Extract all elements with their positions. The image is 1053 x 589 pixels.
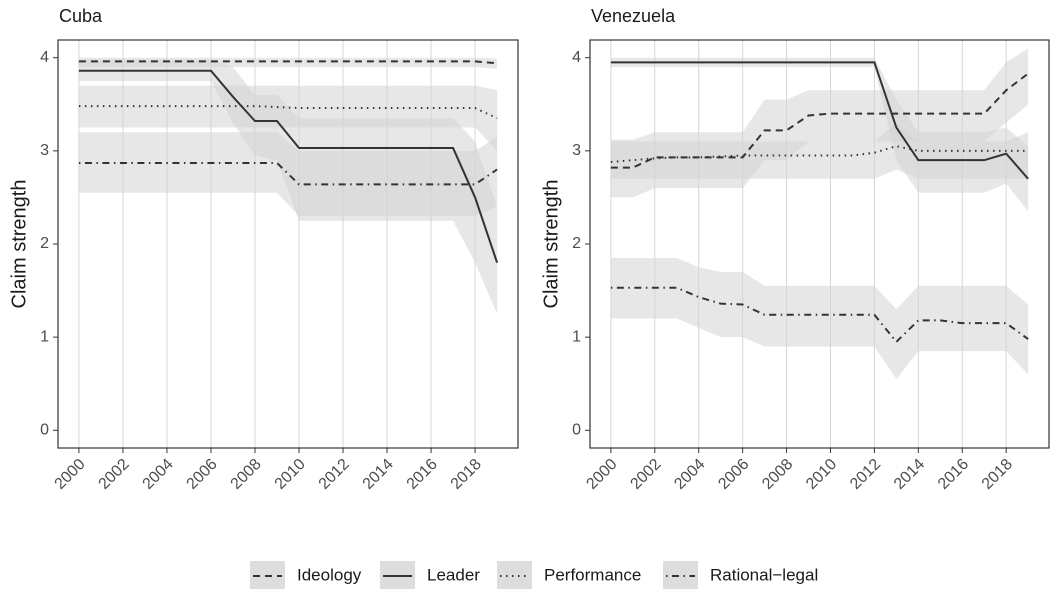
x-tick-label: 2016 bbox=[404, 456, 441, 493]
y-tick-label: 3 bbox=[40, 142, 49, 159]
legend-label: Rational−legal bbox=[710, 565, 818, 584]
y-axis-title: Claim strength bbox=[540, 180, 562, 309]
x-tick-label: 2016 bbox=[935, 456, 972, 493]
x-tick-label: 2000 bbox=[583, 456, 620, 493]
y-tick-label: 1 bbox=[572, 328, 581, 345]
x-tick-label: 2006 bbox=[184, 456, 221, 493]
x-tick-label: 2012 bbox=[316, 456, 353, 493]
y-tick-label: 3 bbox=[572, 142, 581, 159]
legend-label: Performance bbox=[544, 565, 641, 584]
legend-label: Ideology bbox=[297, 565, 362, 584]
x-tick-label: 2018 bbox=[979, 456, 1016, 493]
x-tick-label: 2000 bbox=[52, 456, 89, 493]
legend-label: Leader bbox=[427, 565, 480, 584]
series-line bbox=[610, 61, 1029, 180]
y-axis-title: Claim strength bbox=[8, 180, 30, 309]
x-tick-label: 2002 bbox=[96, 456, 133, 493]
panel-border bbox=[589, 39, 1050, 449]
x-tick-label: 2004 bbox=[140, 456, 177, 493]
x-tick-label: 2012 bbox=[847, 456, 884, 493]
panel-border bbox=[57, 39, 519, 449]
series-line bbox=[78, 105, 498, 120]
x-tick-label: 2008 bbox=[228, 456, 265, 493]
panel-title: Venezuela bbox=[591, 6, 676, 26]
confidence-band bbox=[78, 132, 498, 217]
x-tick-label: 2008 bbox=[759, 456, 796, 493]
series-line bbox=[610, 286, 1029, 344]
x-tick-label: 2006 bbox=[715, 456, 752, 493]
series-line bbox=[610, 72, 1029, 169]
confidence-band bbox=[610, 257, 1029, 380]
series-line bbox=[78, 161, 498, 186]
legend-key bbox=[497, 561, 532, 589]
y-tick-label: 0 bbox=[572, 422, 581, 439]
x-tick-label: 2018 bbox=[448, 456, 485, 493]
y-tick-label: 0 bbox=[40, 422, 49, 439]
y-tick-label: 2 bbox=[40, 235, 49, 252]
x-tick-label: 2004 bbox=[671, 456, 708, 493]
series-line bbox=[78, 60, 498, 65]
x-tick-label: 2014 bbox=[360, 456, 397, 493]
y-tick-label: 2 bbox=[572, 235, 581, 252]
y-tick-label: 1 bbox=[40, 328, 49, 345]
series-line bbox=[78, 69, 499, 263]
y-tick-label: 4 bbox=[572, 49, 581, 66]
confidence-band bbox=[610, 122, 1029, 179]
confidence-band bbox=[78, 85, 498, 151]
x-tick-label: 2002 bbox=[627, 456, 664, 493]
x-tick-label: 2010 bbox=[272, 456, 309, 493]
x-tick-label: 2014 bbox=[891, 456, 928, 493]
y-tick-label: 4 bbox=[40, 49, 49, 66]
x-tick-label: 2010 bbox=[803, 456, 840, 493]
panel-title: Cuba bbox=[59, 6, 103, 26]
